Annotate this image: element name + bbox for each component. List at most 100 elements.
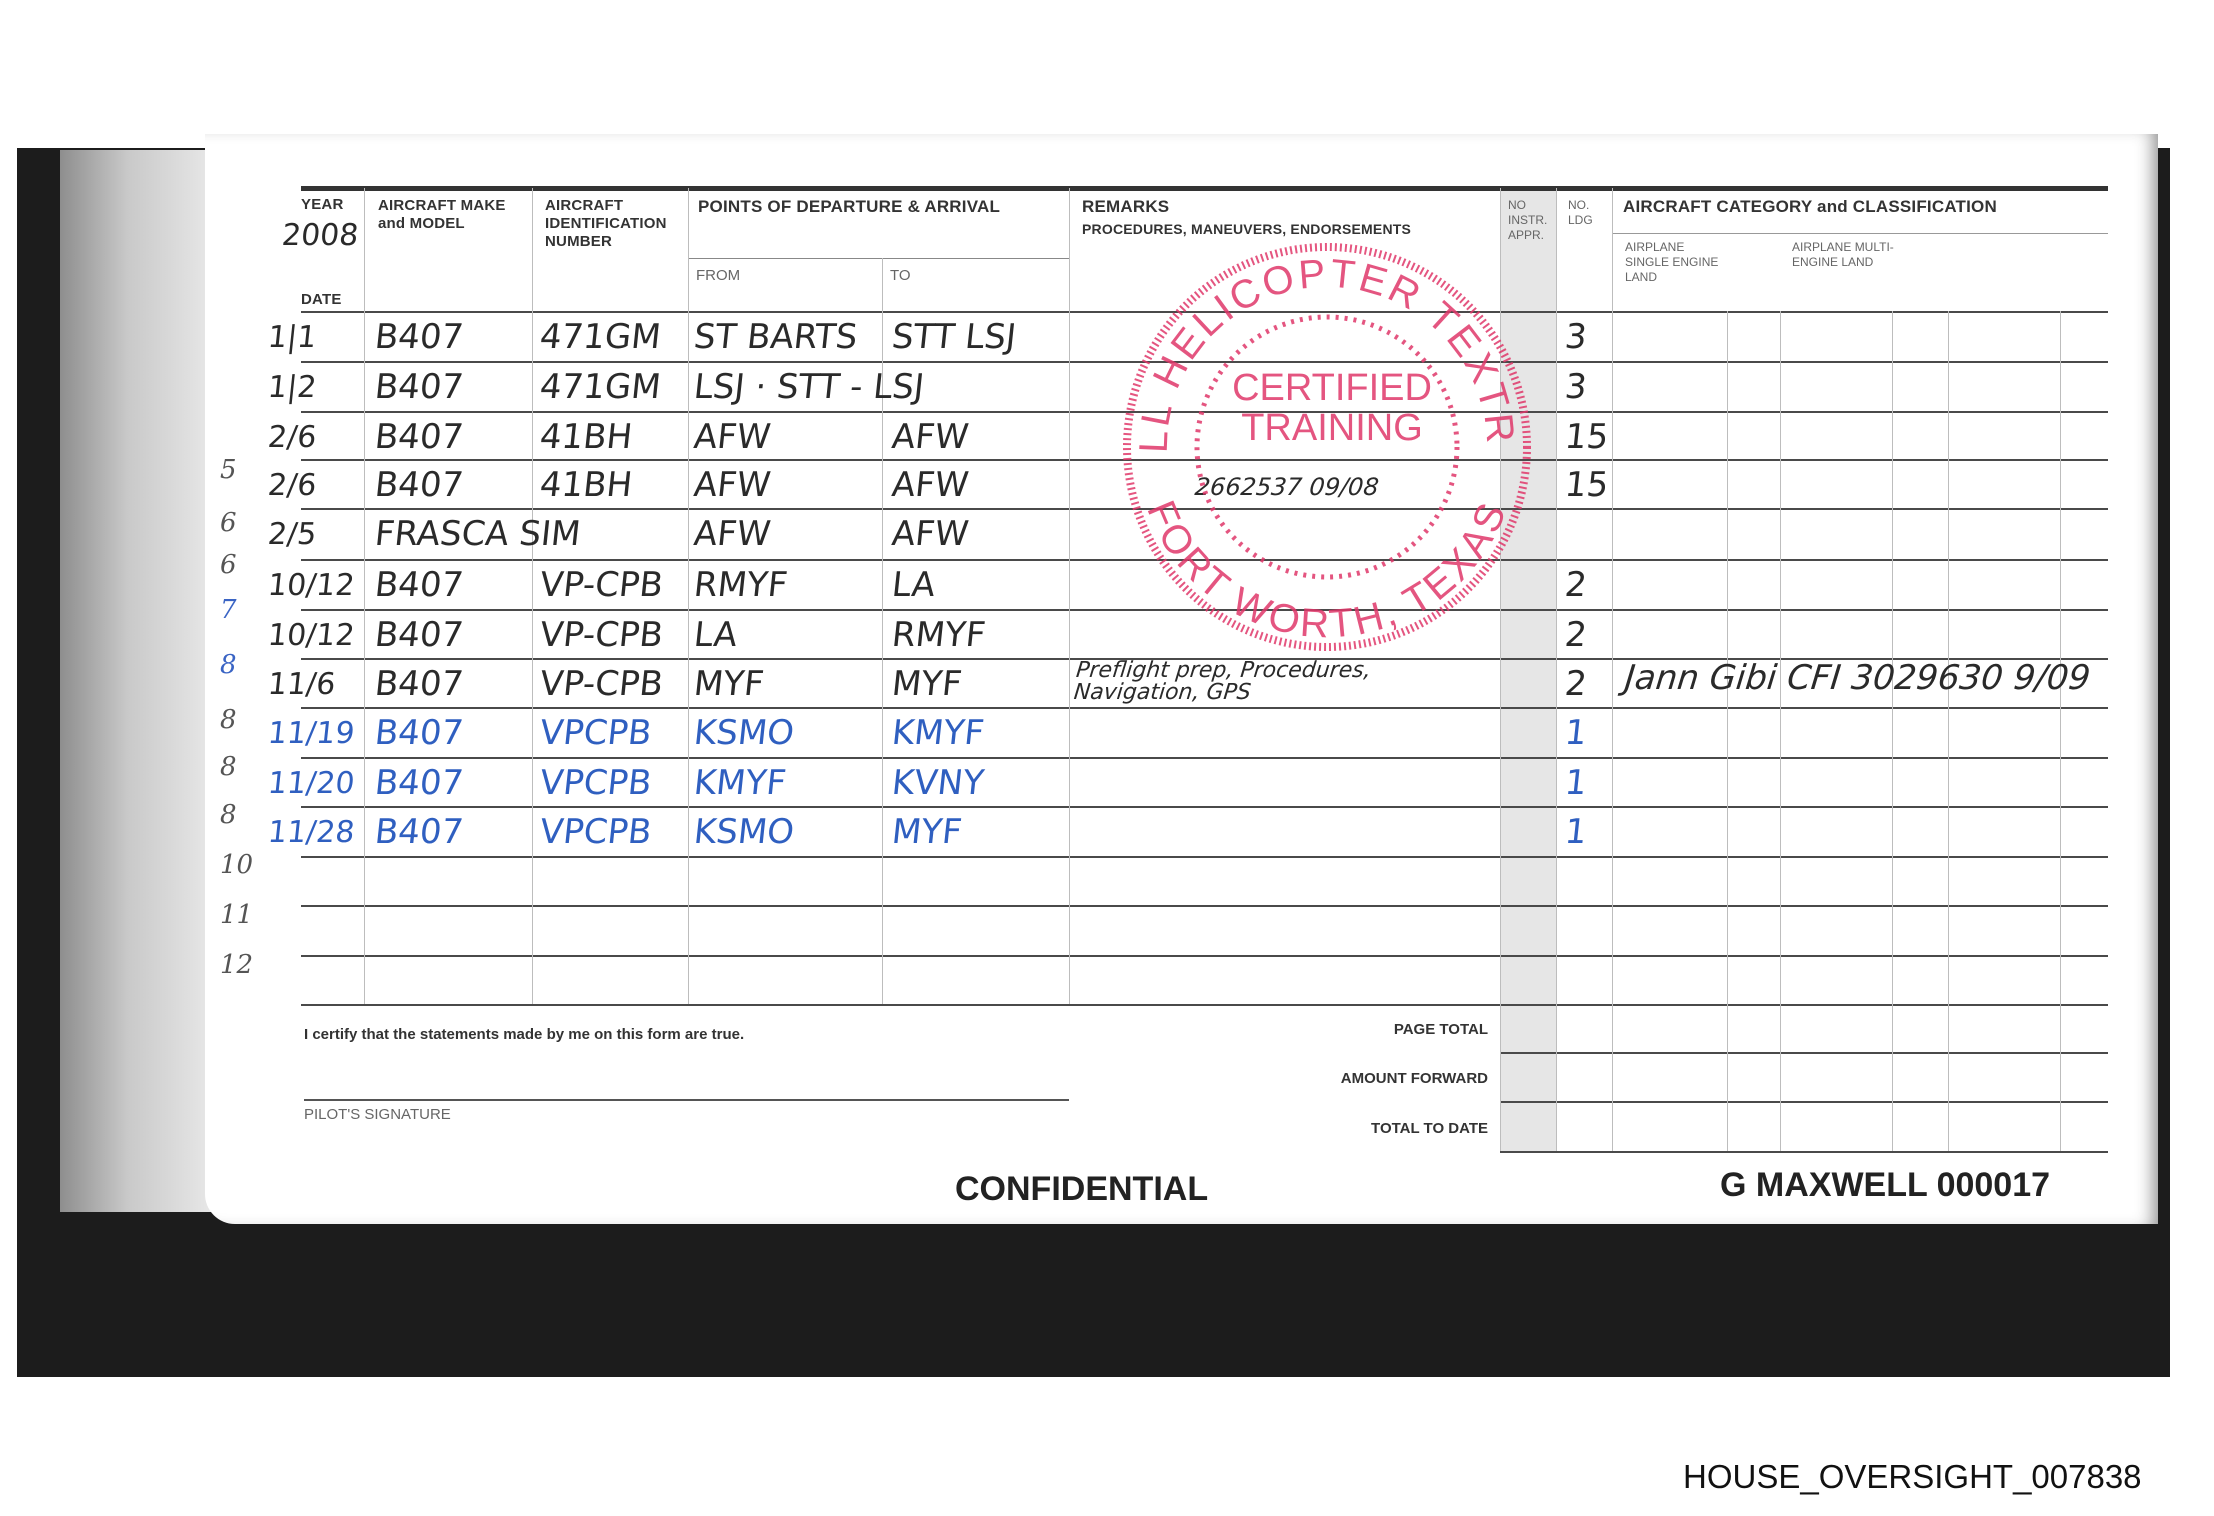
cell-date: 11/19 bbox=[266, 716, 357, 751]
column-rule bbox=[1892, 311, 1893, 1151]
cell-date: 10/12 bbox=[266, 568, 357, 603]
total-rule bbox=[1500, 1101, 2108, 1103]
instr-appr-label: NO INSTR. APPR. bbox=[1508, 198, 1548, 242]
cell-ldg: 15 bbox=[1562, 417, 1611, 457]
column-rule bbox=[532, 188, 533, 1004]
cell-date: 1|1 bbox=[266, 320, 319, 355]
cell-ident: VPCPB bbox=[537, 812, 654, 852]
cell-make: B407 bbox=[372, 763, 466, 803]
margin-number: 12 bbox=[220, 950, 254, 980]
cell-ident: VP-CPB bbox=[537, 664, 665, 704]
cell-to: KVNY bbox=[889, 763, 986, 803]
cell-ldg: 2 bbox=[1562, 615, 1589, 655]
ldg-label: NO. LDG bbox=[1568, 198, 1593, 227]
cell-from: KSMO bbox=[691, 812, 797, 852]
instrument-approach-column-shade bbox=[1500, 188, 1556, 1151]
total-rule bbox=[1500, 1151, 2108, 1153]
ident-label: AIRCRAFT IDENTIFICATION NUMBER bbox=[545, 197, 667, 250]
row-rule bbox=[301, 1004, 2108, 1006]
certified-training-stamp: BELL HELICOPTER TEXTRON FORT WORTH, TEXA… bbox=[1117, 242, 1531, 651]
house-oversight-number: HOUSE_OVERSIGHT_007838 bbox=[1683, 1458, 2142, 1495]
cell-remarks: Preflight prep, Procedures, Navigation, … bbox=[1072, 658, 1373, 705]
cell-ident: VP-CPB bbox=[537, 615, 665, 655]
cell-to: AFW bbox=[889, 465, 971, 505]
table-top-rule bbox=[301, 186, 2108, 191]
year-value: 2008 bbox=[280, 218, 361, 253]
cell-date: 2/6 bbox=[266, 468, 319, 503]
from-label: FROM bbox=[696, 267, 741, 284]
cell-make: B407 bbox=[372, 615, 466, 655]
remarks-sub-label: PROCEDURES, MANEUVERS, ENDORSEMENTS bbox=[1082, 221, 1412, 237]
cell-from: MYF bbox=[691, 664, 766, 704]
cell-from: KSMO bbox=[691, 713, 797, 753]
cell-to: KMYF bbox=[889, 713, 987, 753]
cell-from: ST BARTS bbox=[691, 317, 860, 357]
signature-line[interactable] bbox=[304, 1099, 1069, 1101]
margin-number: 8 bbox=[220, 705, 237, 735]
column-rule bbox=[1727, 311, 1728, 1151]
row-rule bbox=[301, 856, 2108, 858]
cell-to: LA bbox=[889, 565, 938, 605]
cell-date: 1|2 bbox=[266, 370, 319, 405]
total-to-date-label: TOTAL TO DATE bbox=[1371, 1120, 1488, 1137]
row-rule bbox=[301, 609, 2108, 611]
cell-make: B407 bbox=[372, 417, 466, 457]
row-rule bbox=[301, 806, 2108, 808]
margin-number: 8 bbox=[220, 752, 237, 782]
column-rule bbox=[688, 188, 689, 1004]
stamp-training: TRAINING bbox=[1241, 407, 1423, 449]
year-label: YEAR bbox=[301, 196, 344, 213]
cell-ident: 471GM bbox=[537, 367, 663, 407]
margin-number: 8 bbox=[220, 650, 237, 680]
column-rule bbox=[364, 188, 365, 1004]
amount-forward-label: AMOUNT FORWARD bbox=[1340, 1070, 1488, 1087]
signature-label: PILOT'S SIGNATURE bbox=[304, 1106, 451, 1123]
margin-number: 5 bbox=[220, 455, 237, 485]
cell-to: MYF bbox=[889, 664, 964, 704]
remarks-label: REMARKS bbox=[1082, 197, 1170, 216]
column-rule bbox=[1069, 188, 1070, 1004]
make-label: AIRCRAFT MAKE and MODEL bbox=[378, 197, 506, 232]
cell-ident: 41BH bbox=[537, 465, 635, 505]
points-label: POINTS OF DEPARTURE & ARRIVAL bbox=[698, 197, 1001, 216]
cell-ldg: 1 bbox=[1562, 713, 1589, 753]
instructor-endorsement: Jann Gibi CFI 3029630 9/09 bbox=[1622, 658, 2093, 698]
cell-to: AFW bbox=[889, 514, 971, 554]
date-label: DATE bbox=[301, 291, 342, 308]
confidential-label: CONFIDENTIAL bbox=[955, 1170, 1209, 1208]
margin-number: 11 bbox=[220, 900, 254, 930]
column-rule bbox=[1780, 311, 1781, 1151]
row-rule bbox=[301, 905, 2108, 907]
page-total-label: PAGE TOTAL bbox=[1393, 1021, 1488, 1038]
svg-text:FORT WORTH, TEXAS: FORT WORTH, TEXAS bbox=[1138, 494, 1516, 646]
stamp-bottom-text: FORT WORTH, TEXAS bbox=[1138, 494, 1513, 646]
cell-date: 2/5 bbox=[266, 517, 319, 552]
cell-to: STT LSJ bbox=[889, 317, 1018, 357]
cell-from: AFW bbox=[691, 514, 773, 554]
cell-ldg: 1 bbox=[1562, 812, 1589, 852]
row-rule bbox=[301, 757, 2108, 759]
to-label: TO bbox=[890, 267, 911, 284]
bates-number: G MAXWELL 000017 bbox=[1720, 1166, 2051, 1204]
margin-number: 7 bbox=[220, 595, 237, 625]
cell-ldg: 1 bbox=[1562, 763, 1589, 803]
cell-from: AFW bbox=[691, 417, 773, 457]
cell-from: KMYF bbox=[691, 763, 789, 803]
total-rule bbox=[1500, 1052, 2108, 1054]
column-rule bbox=[1500, 188, 1501, 1151]
category-label: AIRCRAFT CATEGORY and CLASSIFICATION bbox=[1623, 197, 1997, 216]
row-rule bbox=[301, 658, 2108, 660]
cell-to: RMYF bbox=[889, 615, 988, 655]
cell-ldg: 3 bbox=[1562, 367, 1589, 407]
cell-date: 2/6 bbox=[266, 420, 319, 455]
row-rule bbox=[301, 361, 2108, 363]
row-rule bbox=[301, 311, 2108, 313]
row-rule bbox=[301, 411, 2108, 413]
margin-number: 10 bbox=[220, 850, 254, 880]
page-edge bbox=[60, 150, 230, 1212]
margin-number: 8 bbox=[220, 800, 237, 830]
row-rule bbox=[301, 955, 2108, 957]
column-rule bbox=[1612, 188, 1613, 1151]
cell-make: B407 bbox=[372, 317, 466, 357]
cell-make: B407 bbox=[372, 367, 466, 407]
